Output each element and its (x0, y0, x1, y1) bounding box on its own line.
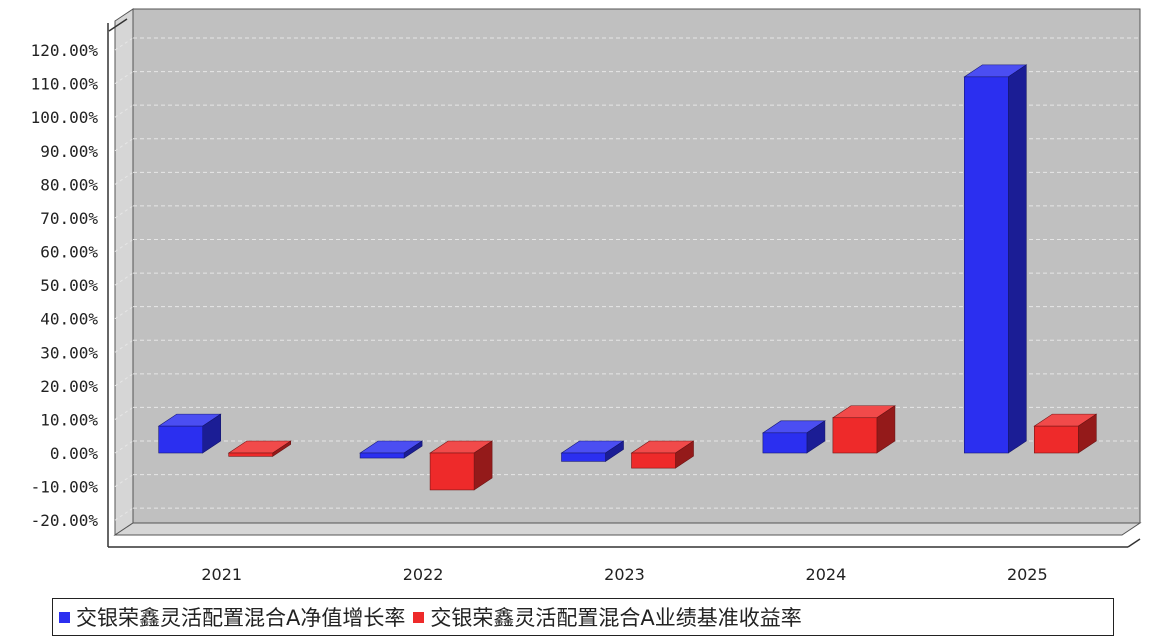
gridline-side (114, 306, 134, 320)
side-wall (114, 8, 134, 536)
gridline-side (114, 239, 134, 252)
y-tick-label: 30.00% (40, 343, 98, 362)
y-tick-label: -10.00% (31, 478, 99, 497)
gridline-side (114, 71, 134, 84)
gridline-side (114, 474, 134, 487)
gridline-side (114, 138, 134, 152)
bar (228, 452, 273, 457)
y-tick-label: 120.00% (31, 41, 99, 60)
y-tick-label: 100.00% (31, 108, 99, 127)
bar (832, 417, 878, 454)
legend-label-nav-growth: 交银荣鑫灵活配置混合A净值增长率 (76, 606, 406, 630)
gridline-side (114, 373, 134, 387)
x-tick-label: 2024 (806, 565, 847, 584)
gridline-side (114, 272, 134, 286)
legend-item-benchmark: 交银荣鑫灵活配置混合A业绩基准收益率 (413, 602, 802, 632)
bar-side (1007, 64, 1027, 454)
y-axis-cap (108, 18, 128, 32)
legend: 交银荣鑫灵活配置混合A净值增长率 交银荣鑫灵活配置混合A业绩基准收益率 (52, 598, 1114, 636)
legend-swatch-benchmark (413, 611, 425, 623)
x-tick-label: 2023 (604, 565, 645, 584)
x-tick-label: 2021 (201, 565, 242, 584)
y-tick-label: 80.00% (40, 175, 98, 194)
y-tick-label: 20.00% (40, 377, 98, 396)
bar (1034, 425, 1079, 454)
bar (762, 432, 808, 454)
y-tick-label: 50.00% (40, 276, 98, 295)
x-tick-label: 2022 (403, 565, 444, 584)
gridline-side (114, 104, 134, 118)
y-tick-label: 70.00% (40, 209, 98, 228)
x-axis-cap (1127, 538, 1141, 548)
bar (963, 76, 1009, 454)
bar (631, 452, 676, 469)
gridline-side (114, 171, 134, 185)
gridline-side (114, 205, 134, 219)
gridline-side (114, 407, 134, 420)
bar (158, 425, 203, 454)
x-tick-label: 2025 (1007, 565, 1048, 584)
legend-swatch-nav-growth (59, 611, 70, 623)
bar (429, 452, 475, 491)
y-tick-label: 60.00% (40, 243, 98, 262)
bar (561, 452, 606, 462)
y-tick-label: 0.00% (50, 444, 99, 463)
y-tick-label: 90.00% (40, 142, 98, 161)
y-tick-label: 10.00% (40, 410, 98, 429)
y-tick-label: 110.00% (31, 75, 99, 94)
gridline-side (114, 507, 134, 521)
gridline-side (114, 339, 134, 353)
legend-label-benchmark: 交银荣鑫灵活配置混合A业绩基准收益率 (430, 606, 802, 630)
legend-item-nav-growth: 交银荣鑫灵活配置混合A净值增长率 (59, 602, 405, 632)
bar-chart: -20.00% -10.00% 0.00% 10.00% 20.00% 30.00% 40.… (31, 8, 1142, 584)
floor (113, 522, 1142, 536)
gridline-side (114, 440, 134, 454)
y-tick-label: 40.00% (40, 310, 98, 329)
y-tick-label: -20.00% (31, 511, 99, 530)
gridline-side (114, 37, 134, 51)
bar (359, 452, 405, 459)
